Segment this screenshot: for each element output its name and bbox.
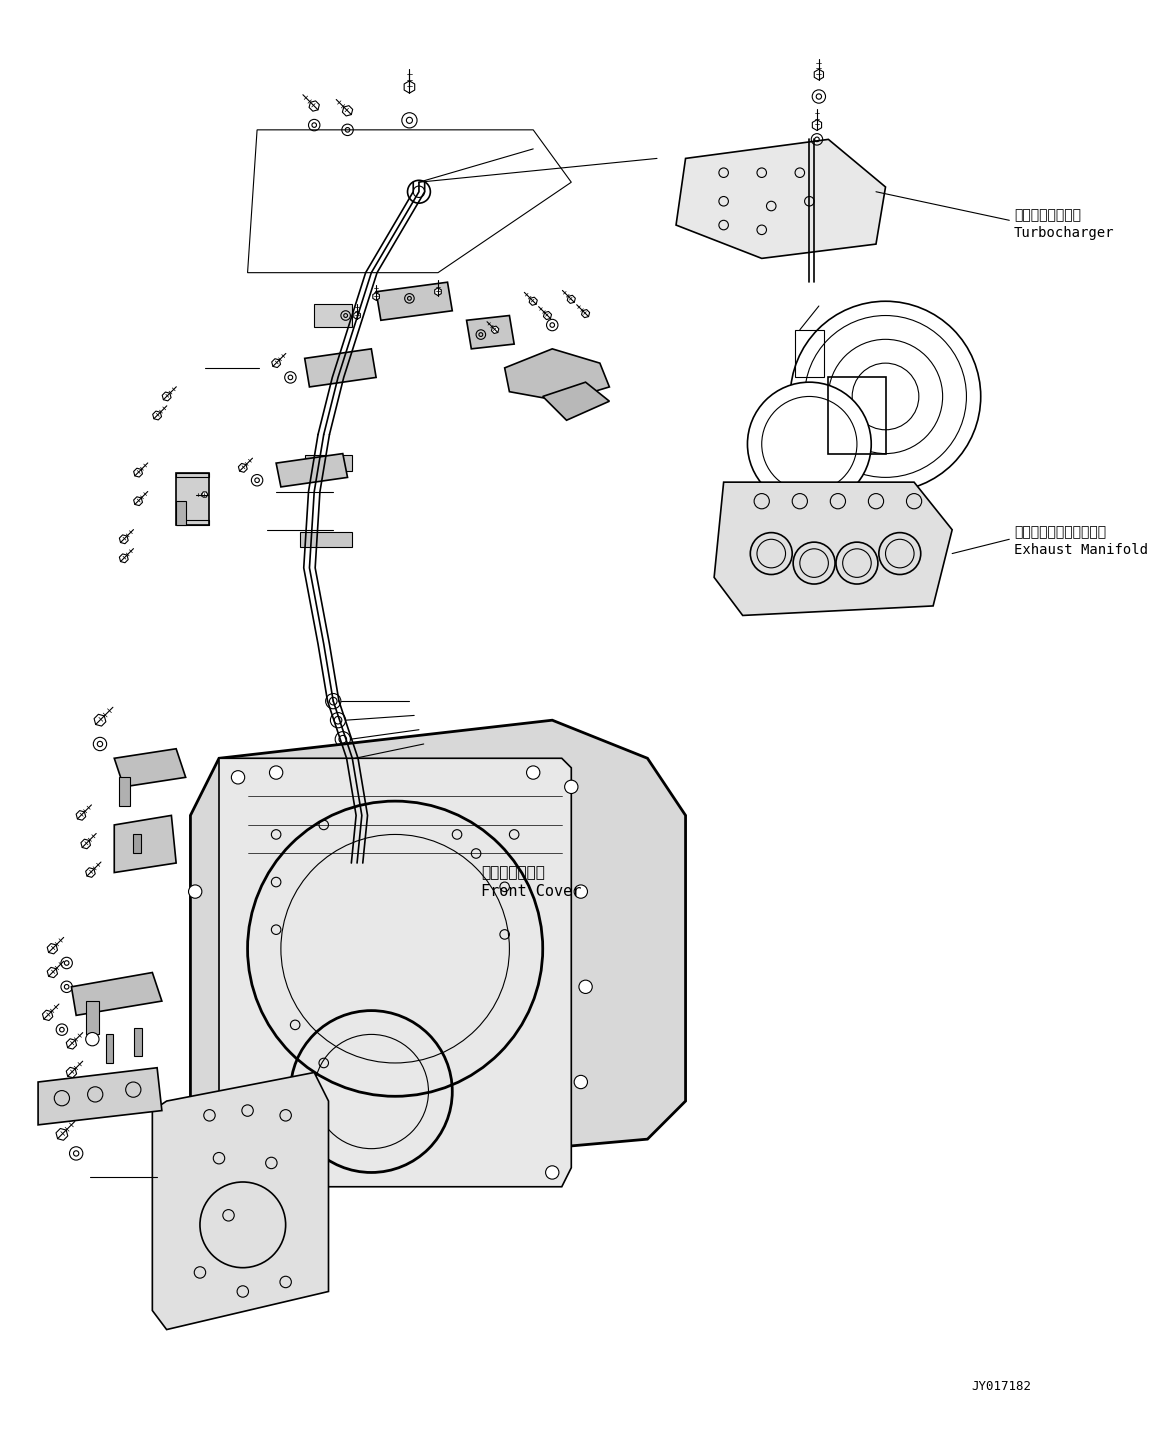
Polygon shape — [376, 282, 452, 320]
Circle shape — [748, 382, 871, 505]
Polygon shape — [66, 1038, 77, 1050]
Circle shape — [193, 1124, 207, 1137]
Bar — [300, 531, 352, 547]
Text: Turbocharger: Turbocharger — [1014, 226, 1114, 240]
Polygon shape — [342, 106, 352, 116]
Polygon shape — [272, 359, 280, 368]
Circle shape — [231, 1166, 244, 1179]
Circle shape — [188, 885, 202, 898]
Text: エキゾーストマニホルド: エキゾーストマニホルド — [1014, 526, 1106, 540]
Polygon shape — [568, 295, 576, 304]
Polygon shape — [373, 292, 379, 300]
Circle shape — [86, 1032, 99, 1045]
Circle shape — [579, 980, 592, 993]
Text: ターボチャージャ: ターボチャージャ — [1014, 209, 1082, 223]
Polygon shape — [435, 288, 441, 295]
Polygon shape — [71, 973, 162, 1015]
Polygon shape — [276, 453, 348, 487]
Polygon shape — [114, 815, 176, 873]
Polygon shape — [48, 944, 57, 954]
Circle shape — [575, 1076, 587, 1089]
Circle shape — [791, 301, 980, 492]
Circle shape — [545, 1166, 559, 1179]
Bar — [176, 472, 209, 478]
Circle shape — [340, 750, 355, 766]
Polygon shape — [56, 1128, 67, 1140]
Polygon shape — [152, 411, 162, 420]
Polygon shape — [120, 555, 128, 563]
Polygon shape — [191, 720, 685, 1177]
Polygon shape — [529, 297, 537, 306]
Polygon shape — [86, 867, 95, 877]
Text: Front Cover: Front Cover — [480, 885, 582, 899]
Polygon shape — [582, 310, 590, 317]
Bar — [134, 1028, 142, 1056]
Polygon shape — [162, 392, 171, 401]
Polygon shape — [505, 349, 609, 401]
Polygon shape — [543, 382, 609, 420]
Circle shape — [575, 885, 587, 898]
Polygon shape — [134, 468, 143, 476]
Polygon shape — [354, 311, 361, 320]
Polygon shape — [76, 811, 86, 820]
Polygon shape — [114, 749, 186, 786]
Polygon shape — [305, 349, 376, 387]
Polygon shape — [81, 840, 91, 849]
Polygon shape — [120, 534, 128, 543]
Polygon shape — [152, 1073, 328, 1329]
Bar — [176, 520, 209, 526]
Polygon shape — [66, 1067, 77, 1077]
Polygon shape — [238, 463, 248, 472]
Bar — [305, 456, 352, 471]
Bar — [314, 304, 352, 327]
Circle shape — [527, 766, 540, 779]
Polygon shape — [48, 967, 57, 977]
Polygon shape — [405, 81, 415, 93]
Polygon shape — [814, 70, 823, 80]
Polygon shape — [38, 1067, 162, 1125]
Polygon shape — [201, 492, 208, 497]
Polygon shape — [309, 101, 320, 111]
Polygon shape — [714, 482, 952, 615]
Polygon shape — [134, 497, 143, 505]
Text: Exhaust Manifold: Exhaust Manifold — [1014, 543, 1148, 556]
Circle shape — [335, 731, 350, 747]
Text: JY017182: JY017182 — [971, 1380, 1032, 1393]
Polygon shape — [43, 1011, 52, 1021]
Circle shape — [407, 181, 430, 203]
Bar — [176, 501, 186, 526]
Polygon shape — [94, 714, 106, 725]
Polygon shape — [676, 139, 885, 258]
Bar — [134, 834, 141, 853]
Bar — [795, 330, 823, 378]
Polygon shape — [492, 326, 499, 333]
Circle shape — [564, 780, 578, 794]
Circle shape — [326, 694, 341, 708]
Polygon shape — [466, 316, 514, 349]
Polygon shape — [812, 120, 821, 130]
Polygon shape — [219, 759, 571, 1187]
Bar — [119, 778, 130, 807]
Bar — [828, 378, 885, 453]
Bar — [176, 472, 209, 526]
Text: フロントカバー: フロントカバー — [480, 864, 544, 880]
Circle shape — [231, 770, 244, 783]
Polygon shape — [543, 311, 551, 320]
Circle shape — [270, 766, 283, 779]
Bar — [106, 1034, 113, 1063]
Bar — [86, 1001, 99, 1034]
Circle shape — [330, 712, 345, 728]
